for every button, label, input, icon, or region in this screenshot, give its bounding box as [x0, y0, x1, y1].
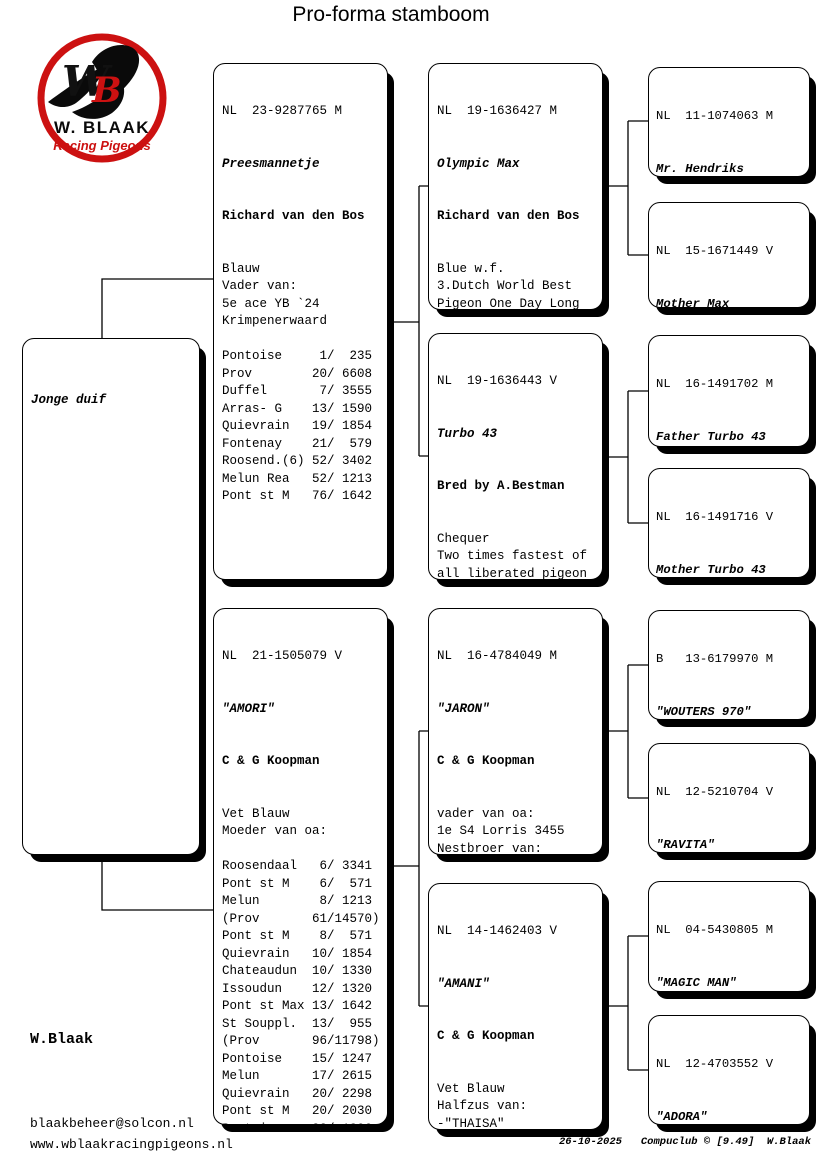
pigeon-name: "RAVITA" [656, 837, 715, 852]
breeder-name: C & G Koopman [437, 1029, 535, 1043]
pigeon-name: "MAGIC MAN" [656, 975, 737, 990]
pedigree-box-mother-max: NL 15-1671449 V Mother Max Richard van d… [648, 202, 810, 308]
pedigree-box-magic-man: NL 04-5430805 M "MAGIC MAN" C & G Koopma… [648, 881, 810, 992]
page-title: Pro-forma stamboom [292, 3, 490, 26]
ring-number: NL 19-1636427 M [437, 104, 558, 118]
brand-tagline: Racing Pigeons [53, 138, 151, 153]
ring-number: NL 21-1505079 V [222, 649, 343, 663]
breeder-name: Bred by A.Bestman [437, 479, 565, 493]
ring-number: B 13-6179970 M [656, 652, 774, 666]
pedigree-box-father-turbo-43: NL 16-1491702 M Father Turbo 43 Stoop - … [648, 335, 810, 447]
pigeon-name: Olympic Max [437, 156, 520, 171]
pedigree-box-jaron: NL 16-4784049 M "JARON" C & G Koopman va… [428, 608, 603, 855]
ring-number: NL 23-9287765 M [222, 104, 343, 118]
pigeon-silhouette-icon [48, 44, 140, 119]
ring-number: NL 11-1074063 M [656, 109, 774, 123]
breeder-name: C & G Koopman [222, 754, 320, 768]
subject-label: Jonge duif [31, 393, 107, 407]
pigeon-details: Blue w.f. 3.Dutch World Best Pigeon One Da… [437, 261, 580, 310]
pigeon-name: "AMORI" [222, 701, 275, 716]
contact-email: blaakbeheer@solcon.nl [30, 1116, 194, 1131]
brand-logo: W B W. BLAAK Racing Pigeons [37, 33, 167, 163]
pigeon-name: "WOUTERS 970" [656, 704, 752, 719]
pedigree-box-mother-turbo-43: NL 16-1491716 V Mother Turbo 43 Stoop - … [648, 468, 810, 578]
pigeon-name: "AMANI" [437, 976, 490, 991]
brand-name: W. BLAAK [54, 118, 150, 137]
pedigree-box-preesmannetje: NL 23-9287765 M Preesmannetje Richard va… [213, 63, 388, 580]
subject-box: Jonge duif [22, 338, 200, 855]
pedigree-box-turbo-43: NL 19-1636443 V Turbo 43 Bred by A.Bestm… [428, 333, 603, 580]
ring-number: NL 16-4784049 M [437, 649, 558, 663]
ring-number: NL 04-5430805 M [656, 923, 774, 937]
pedigree-box-mr-hendriks: NL 11-1074063 M Mr. Hendriks Jo &Florian… [648, 67, 810, 177]
pedigree-box-ravita: NL 12-5210704 V "RAVITA" C & G Koopman D… [648, 743, 810, 853]
ring-number: NL 19-1636443 V [437, 374, 558, 388]
breeder-name: C & G Koopman [437, 754, 535, 768]
ring-number: NL 12-5210704 V [656, 785, 774, 799]
pedigree-box-olympic-max: NL 19-1636427 M Olympic Max Richard van … [428, 63, 603, 310]
breeder-name: Richard van den Bos [437, 209, 580, 223]
logo-monogram-b: B [91, 70, 122, 111]
website-url: www.wblaakracingpigeons.nl [30, 1137, 233, 1152]
ring-number: NL 16-1491716 V [656, 510, 774, 524]
print-info: 26-10-2025 Compuclub © [9.49] W.Blaak [558, 1136, 811, 1148]
pedigree-box-amori: NL 21-1505079 V "AMORI" C & G Koopman Ve… [213, 608, 388, 1125]
ring-number: NL 12-4703552 V [656, 1057, 774, 1071]
breeder-name: Richard van den Bos [222, 209, 365, 223]
pigeon-name: Mr. Hendriks [656, 161, 744, 176]
pedigree-box-wouters-970: B 13-6179970 M "WOUTERS 970" M. Wouters … [648, 610, 810, 720]
pedigree-box-amani: NL 14-1462403 V "AMANI" C & G Koopman Ve… [428, 883, 603, 1130]
logo-ring [37, 33, 167, 163]
ring-number: NL 15-1671449 V [656, 244, 774, 258]
pigeon-details: Vet Blauw Moeder van oa: Roosendaal 6/ 33… [222, 806, 380, 1125]
pedigree-box-adora: NL 12-4703552 V "ADORA" C & G Koopman Kr… [648, 1015, 810, 1125]
pigeon-name: Preesmannetje [222, 156, 320, 171]
pigeon-details: vader van oa: 1e S4 Lorris 3455 Nestbroer … [437, 806, 565, 855]
pigeon-name: Turbo 43 [437, 426, 498, 441]
pigeon-name: "ADORA" [656, 1109, 708, 1124]
pigeon-name: Mother Max [656, 296, 730, 308]
pigeon-name: Mother Turbo 43 [656, 562, 766, 577]
pigeon-name: Father Turbo 43 [656, 429, 766, 444]
ring-number: NL 14-1462403 V [437, 924, 558, 938]
pigeon-name: "JARON" [437, 701, 490, 716]
ring-number: NL 16-1491702 M [656, 377, 774, 391]
logo-monogram-w: W [62, 57, 113, 106]
owner-name: W.Blaak [30, 1031, 94, 1048]
pigeon-details: Blauw Vader van: 5e ace YB `24 Krimpenerwaa… [222, 261, 373, 504]
pigeon-details: Chequer Two times fastest of all liberated… [437, 531, 588, 580]
